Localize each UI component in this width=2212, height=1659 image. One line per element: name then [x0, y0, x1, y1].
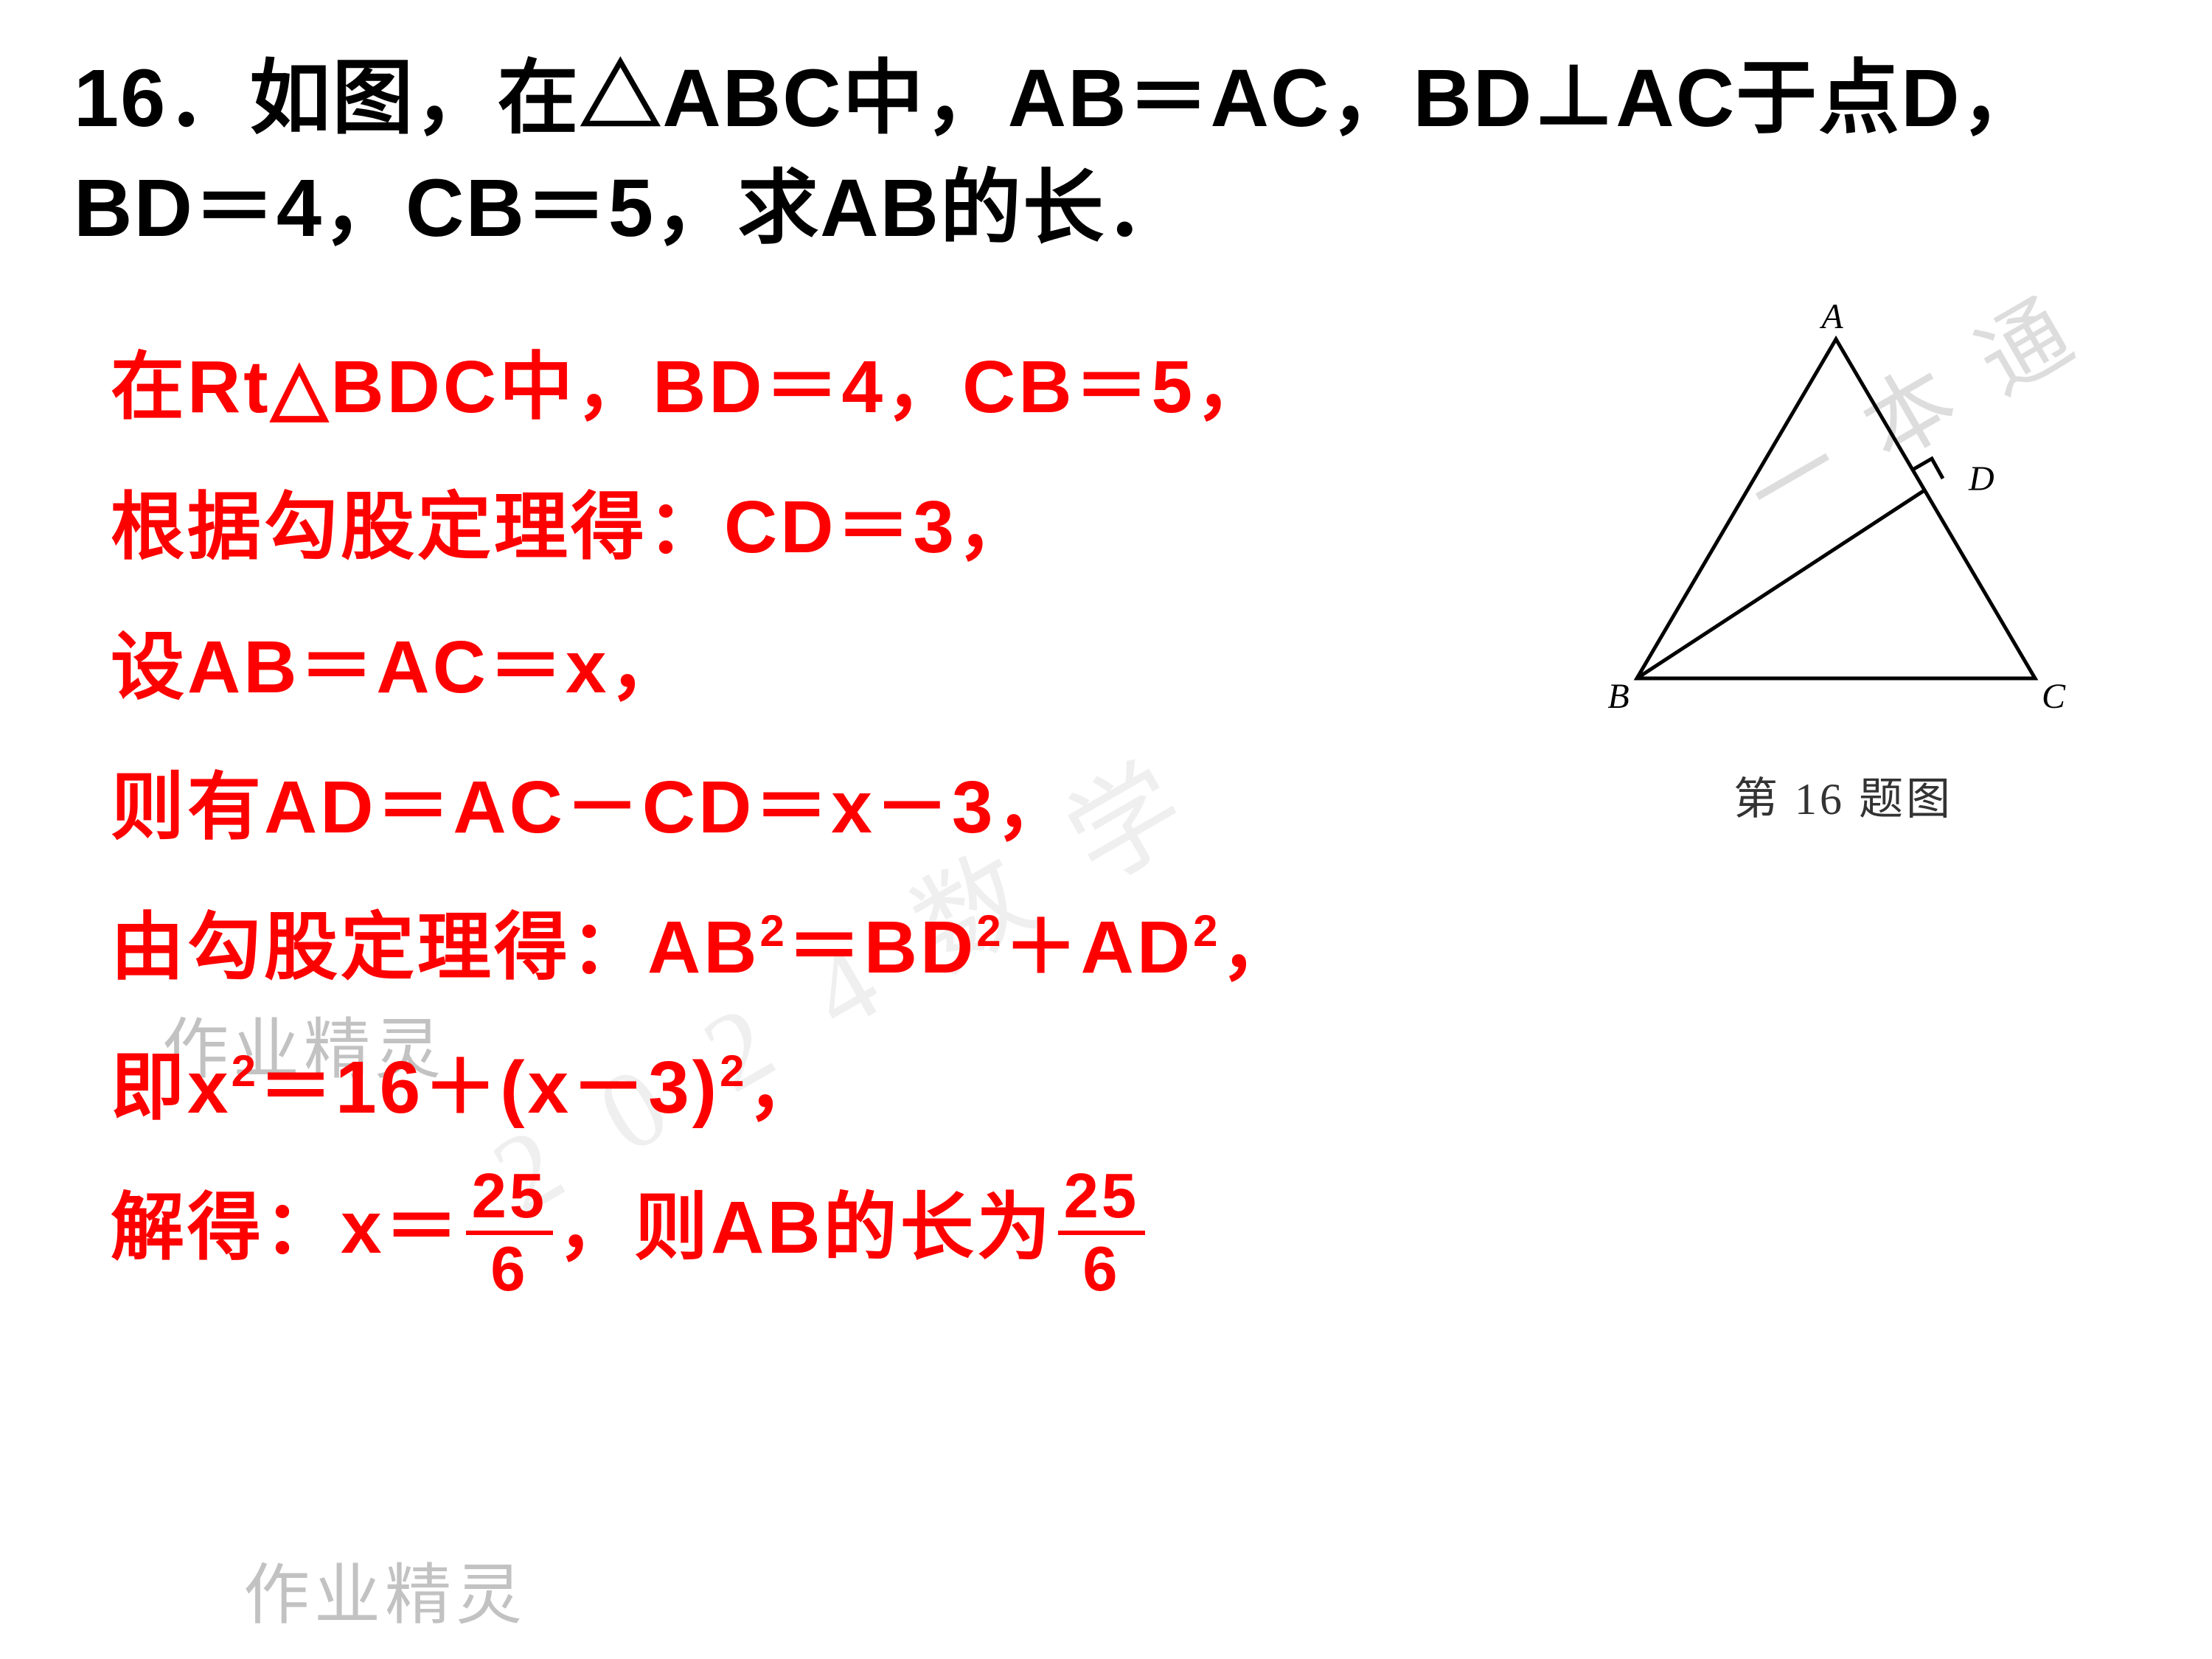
frac1-den: 6	[466, 1235, 554, 1301]
fraction-1: 256	[466, 1165, 554, 1301]
sol6-exp-2: 2	[720, 1046, 747, 1096]
label-c: C	[2042, 677, 2066, 716]
label-a: A	[1819, 297, 1843, 336]
sol5-exp-3: 2	[1193, 906, 1220, 956]
sol5-exp-2: 2	[976, 906, 1004, 956]
sol5-d: ，	[1220, 906, 1297, 989]
frac2-num: 25	[1058, 1165, 1146, 1235]
solution-line-6: 即x2＝16＋(x－3)2，	[111, 1018, 1585, 1158]
solution-line-5: 由勾股定理得：AB2＝BD2＋AD2，	[111, 877, 1585, 1018]
sol5-b: ＝BD	[787, 906, 976, 989]
sol6-a: 即x	[111, 1046, 232, 1129]
sol5-a: 由勾股定理得：AB	[111, 906, 759, 989]
question-text: 16．如图，在△ABC中，AB＝AC，BD⊥AC于点D，BD＝4，CB＝5，求A…	[74, 44, 2138, 263]
figure-caption: 第 16 题图	[1578, 763, 2109, 827]
solution-line-1: 在Rt△BDC中，BD＝4，CB＝5，	[111, 317, 1585, 457]
sol5-c: ＋AD	[1004, 906, 1193, 989]
frac2-den: 6	[1058, 1235, 1146, 1301]
sol6-b: ＝16＋(x－3)	[259, 1046, 720, 1129]
segment-bd	[1637, 490, 1924, 678]
label-b: B	[1607, 677, 1629, 716]
fraction-2: 256	[1058, 1165, 1146, 1301]
solution-block: 在Rt△BDC中，BD＝4，CB＝5， 根据勾股定理得：CD＝3， 设AB＝AC…	[111, 317, 1585, 1301]
figure-container: A B C D 第 16 题图	[1578, 295, 2109, 827]
solution-line-2: 根据勾股定理得：CD＝3，	[111, 457, 1585, 597]
label-d: D	[1968, 459, 1994, 498]
triangle-abc	[1637, 339, 2035, 678]
sol6-c: ，	[747, 1046, 824, 1129]
triangle-diagram: A B C D	[1578, 295, 2109, 752]
watermark-brand-bottom: 作业精灵	[243, 1541, 526, 1637]
sol7-b: ，则AB的长为	[557, 1186, 1053, 1269]
solution-line-3: 设AB＝AC＝x，	[111, 597, 1585, 737]
solution-line-7: 解得：x＝256，则AB的长为256	[111, 1158, 1585, 1301]
solution-line-4: 则有AD＝AC－CD＝x－3，	[111, 737, 1585, 877]
sol7-a: 解得：x＝	[111, 1186, 462, 1269]
sol5-exp-1: 2	[759, 906, 787, 956]
sol6-exp-1: 2	[232, 1046, 259, 1096]
frac1-num: 25	[466, 1165, 554, 1235]
